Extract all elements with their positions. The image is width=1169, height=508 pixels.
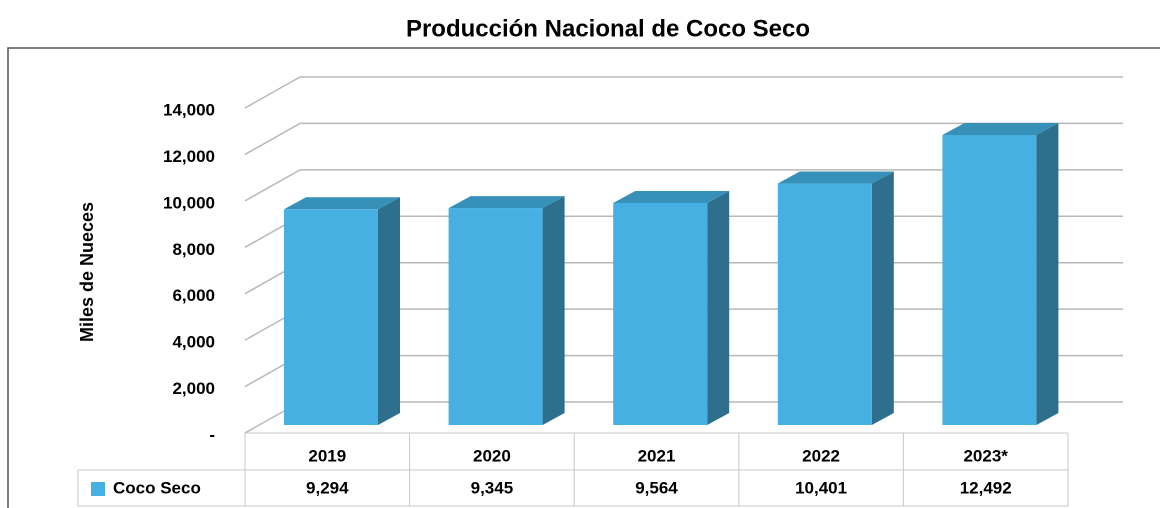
bar-face (284, 209, 378, 425)
y-axis-label: Miles de Nueces (77, 202, 97, 342)
bar-face (378, 197, 400, 425)
x-tick-label: 2019 (308, 446, 346, 465)
bar (942, 123, 1059, 425)
value-label: 12,492 (960, 478, 1012, 497)
bar (613, 190, 730, 425)
value-label: 9,345 (471, 478, 514, 497)
bar-face (613, 202, 708, 425)
bar (448, 196, 565, 425)
y-tick-label: 2,000 (172, 379, 215, 398)
y-tick-label: 12,000 (163, 147, 215, 166)
value-label: 9,294 (306, 478, 349, 497)
bar-face (448, 196, 565, 209)
x-tick-label: 2020 (473, 446, 511, 465)
bar-face (942, 135, 1037, 425)
x-tick-label: 2021 (638, 446, 676, 465)
bar (777, 171, 894, 425)
legend-label: Coco Seco (113, 478, 201, 497)
chart-title: Producción Nacional de Coco Seco (406, 15, 810, 42)
y-tick-label: 10,000 (163, 193, 215, 212)
y-tick-label: - (209, 425, 215, 444)
bar-face (448, 208, 543, 425)
bar (284, 197, 400, 425)
bar-face (284, 197, 400, 210)
x-tick-label: 2023* (963, 446, 1008, 465)
bar-face (777, 183, 872, 425)
frame (7, 47, 1160, 508)
grid-line (244, 122, 301, 156)
value-label: 9,564 (635, 478, 678, 497)
legend-swatch (91, 482, 105, 496)
y-tick-label: 4,000 (172, 333, 215, 352)
grid-line (244, 169, 301, 202)
bar-face (871, 171, 894, 425)
y-tick-label: 14,000 (163, 100, 215, 119)
grid-line (244, 76, 301, 109)
bar-face (1036, 123, 1059, 425)
y-tick-label: 6,000 (172, 286, 215, 305)
value-label: 10,401 (795, 478, 847, 497)
bar-face (542, 196, 565, 425)
bar-face (613, 190, 730, 203)
bar-face (777, 171, 894, 184)
y-tick-label: 8,000 (172, 240, 215, 259)
bar-face (942, 123, 1059, 136)
bar-face (707, 190, 730, 425)
x-tick-label: 2022 (802, 446, 840, 465)
